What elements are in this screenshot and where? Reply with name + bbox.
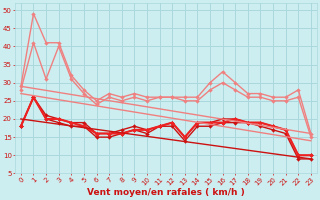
X-axis label: Vent moyen/en rafales ( km/h ): Vent moyen/en rafales ( km/h ): [87, 188, 245, 197]
